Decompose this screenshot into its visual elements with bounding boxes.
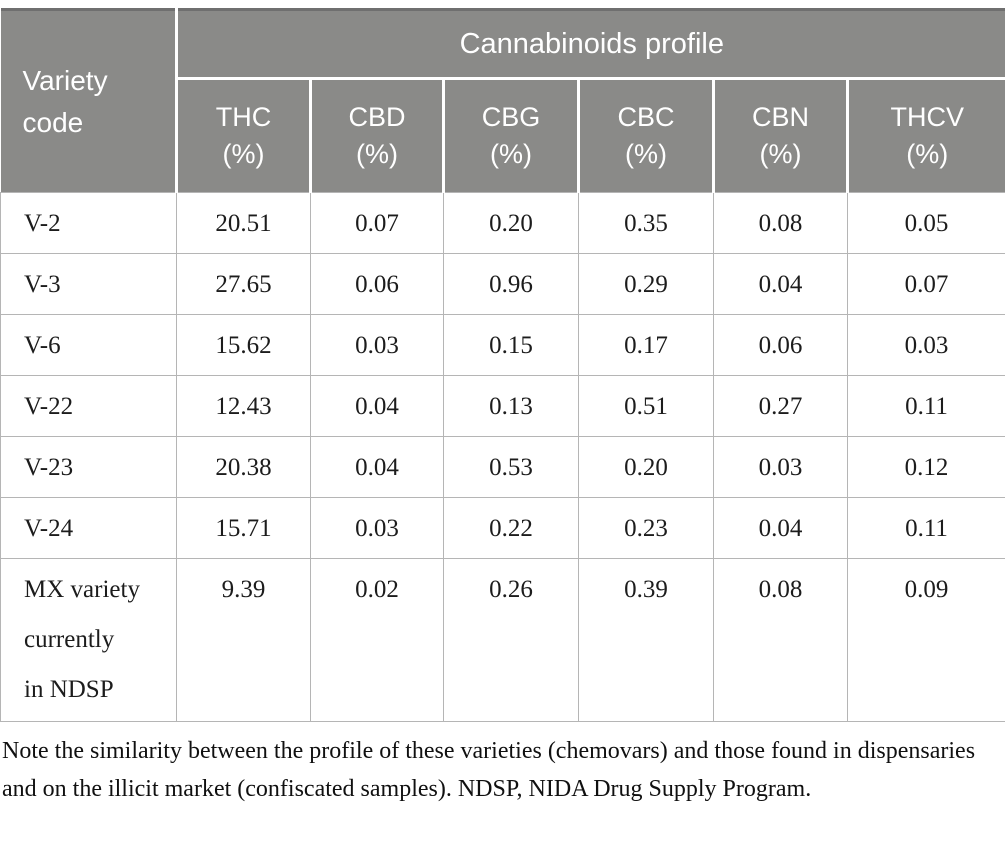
column-header-cbn: CBN (%)	[713, 78, 849, 193]
cbd-value: 0.03	[310, 314, 444, 376]
cbg-value: 0.15	[443, 314, 579, 376]
cbd-value: 0.03	[310, 497, 444, 559]
table-row: V-22 12.43 0.04 0.13 0.51 0.27 0.11	[0, 375, 1005, 437]
cbg-value: 0.26	[443, 558, 579, 722]
corner-header-variety-code: Variety code	[0, 9, 178, 193]
column-header-thc: THC (%)	[176, 78, 312, 193]
column-unit: (%)	[490, 139, 532, 169]
cbg-value: 0.13	[443, 375, 579, 437]
cbn-value: 0.04	[713, 253, 848, 315]
cbc-value: 0.29	[578, 253, 714, 315]
variety-code-cell: V-3	[0, 253, 177, 315]
thc-value: 20.51	[176, 192, 311, 254]
cannabinoids-table: Variety code Cannabinoids profile THC (%…	[0, 8, 1005, 722]
variety-code-cell: V-2	[0, 192, 177, 254]
thc-value: 9.39	[176, 558, 311, 722]
thcv-value: 0.03	[846, 314, 1005, 376]
cbg-value: 0.22	[443, 497, 579, 559]
cbg-value: 0.20	[443, 192, 579, 254]
column-name: THCV	[890, 102, 965, 132]
column-name: CBG	[481, 102, 541, 132]
variety-code-cell: V-22	[0, 375, 177, 437]
variety-code-cell: V-24	[0, 497, 177, 559]
table-row: V-6 15.62 0.03 0.15 0.17 0.06 0.03	[0, 314, 1005, 376]
cbn-value: 0.04	[713, 497, 848, 559]
thcv-value: 0.05	[846, 192, 1005, 254]
cbg-value: 0.53	[443, 436, 579, 498]
cbc-value: 0.23	[578, 497, 714, 559]
thc-value: 20.38	[176, 436, 311, 498]
column-unit: (%)	[356, 139, 398, 169]
table-row: V-2 20.51 0.07 0.20 0.35 0.08 0.05	[0, 192, 1005, 254]
variety-code-cell: V-23	[0, 436, 177, 498]
column-unit: (%)	[759, 139, 802, 169]
column-header-cbd: CBD (%)	[310, 78, 445, 193]
thc-value: 12.43	[176, 375, 311, 437]
cbn-value: 0.06	[713, 314, 848, 376]
column-name: CBC	[617, 102, 675, 132]
cbd-value: 0.04	[310, 375, 444, 437]
column-unit: (%)	[222, 139, 265, 169]
cbd-value: 0.04	[310, 436, 444, 498]
column-header-cbg: CBG (%)	[443, 78, 580, 193]
thcv-value: 0.12	[846, 436, 1005, 498]
column-header-cbc: CBC (%)	[578, 78, 715, 193]
thc-value: 15.62	[176, 314, 311, 376]
cbn-value: 0.08	[713, 192, 848, 254]
thcv-value: 0.09	[846, 558, 1005, 722]
column-header-thcv: THCV (%)	[847, 78, 1005, 193]
table-row: V-23 20.38 0.04 0.53 0.20 0.03 0.12	[0, 436, 1005, 498]
cbc-value: 0.17	[578, 314, 714, 376]
thcv-value: 0.11	[846, 497, 1005, 559]
cbd-value: 0.07	[310, 192, 444, 254]
column-name: THC	[215, 102, 272, 132]
cbc-value: 0.35	[578, 192, 714, 254]
table-row: V-24 15.71 0.03 0.22 0.23 0.04 0.11	[0, 497, 1005, 559]
table-footnote: Note the similarity between the profile …	[2, 738, 976, 802]
cbn-value: 0.27	[713, 375, 848, 437]
column-unit: (%)	[625, 139, 667, 169]
cbc-value: 0.51	[578, 375, 714, 437]
cbc-value: 0.39	[578, 558, 714, 722]
thcv-value: 0.07	[846, 253, 1005, 315]
column-unit: (%)	[906, 139, 949, 169]
table-row: MX variety currently in NDSP 9.39 0.02 0…	[0, 558, 1005, 722]
group-header-cannabinoids-profile: Cannabinoids profile	[176, 9, 1005, 80]
cbn-value: 0.03	[713, 436, 848, 498]
cbn-value: 0.08	[713, 558, 848, 722]
variety-code-cell: V-6	[0, 314, 177, 376]
table-row: V-3 27.65 0.06 0.96 0.29 0.04 0.07	[0, 253, 1005, 315]
cbd-value: 0.02	[310, 558, 444, 722]
cbg-value: 0.96	[443, 253, 579, 315]
cbc-value: 0.20	[578, 436, 714, 498]
column-name: CBN	[751, 102, 809, 132]
variety-code-cell: MX variety currently in NDSP	[0, 558, 177, 722]
thc-value: 15.71	[176, 497, 311, 559]
column-name: CBD	[348, 102, 406, 132]
thcv-value: 0.11	[846, 375, 1005, 437]
cbd-value: 0.06	[310, 253, 444, 315]
thc-value: 27.65	[176, 253, 311, 315]
